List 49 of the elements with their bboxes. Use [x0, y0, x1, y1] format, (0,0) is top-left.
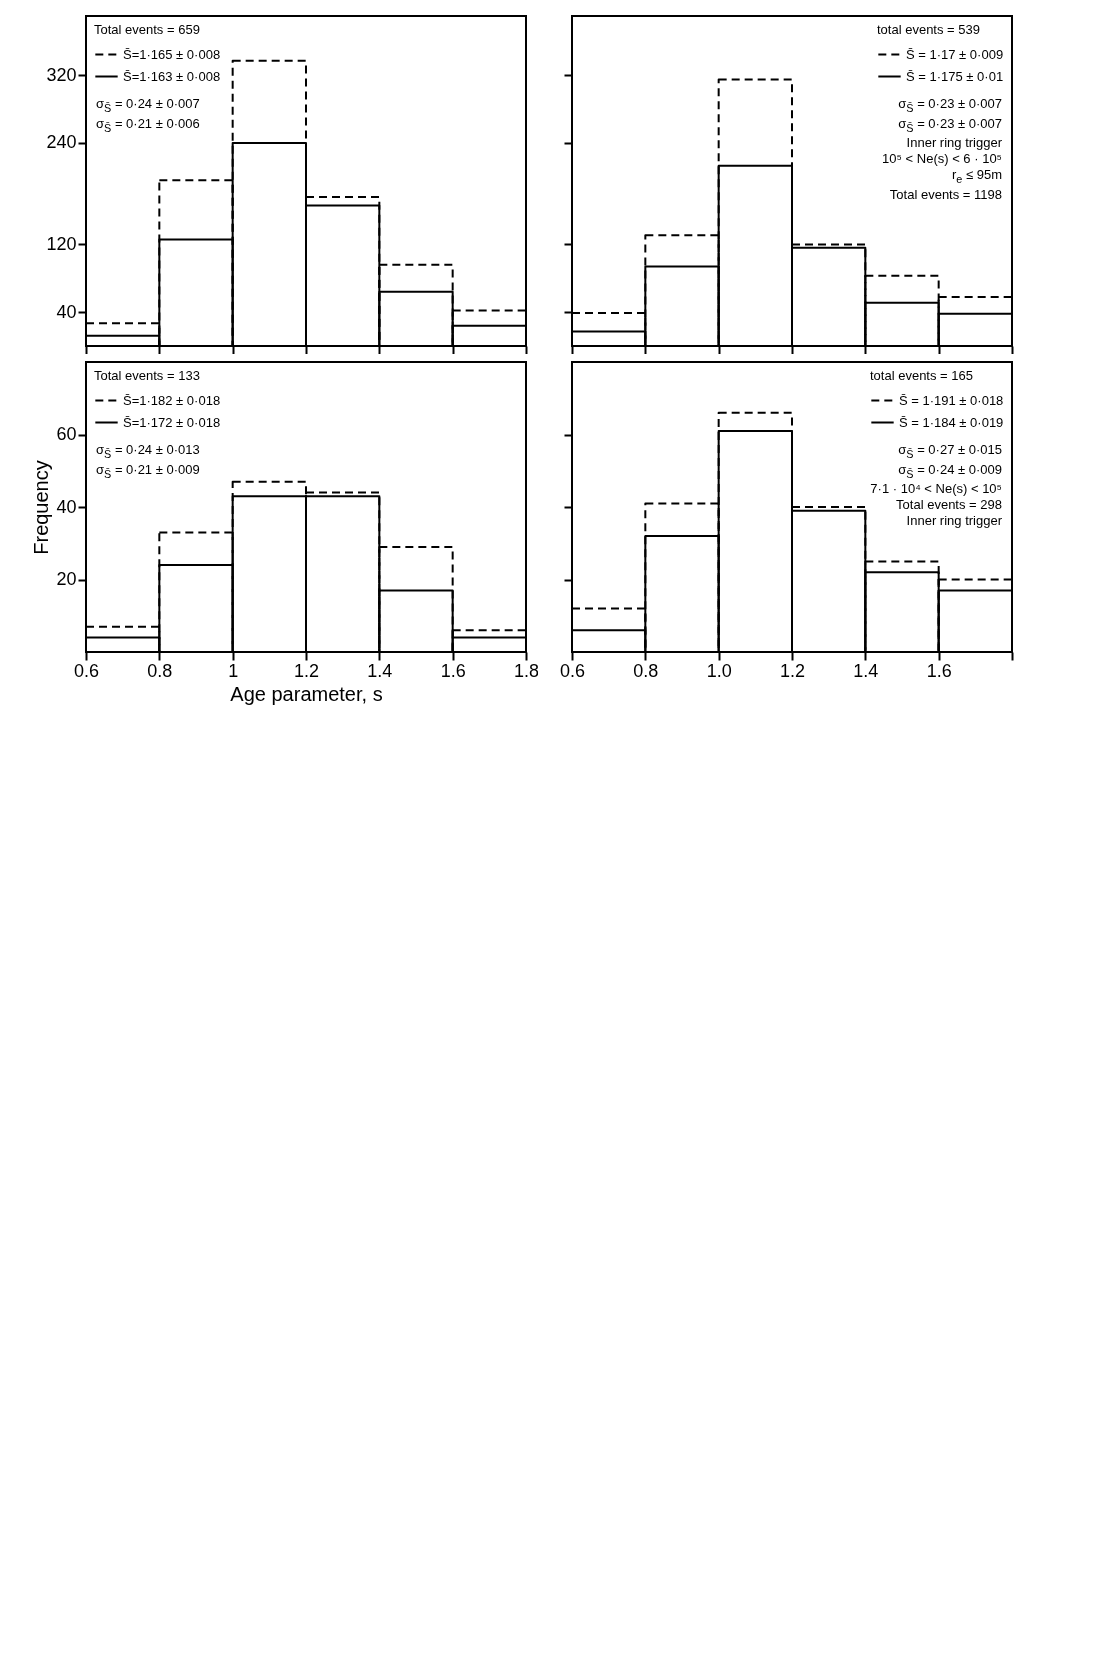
annotation: σ$_{S̄}$ = 0·21 ± 0·006: [96, 115, 200, 136]
annotation: σ$_{S̄}$ = 0·23 ± 0·007: [897, 96, 1002, 116]
legend-title: total events = 539: [877, 22, 980, 37]
legend-label: S̄ = 1·17 ± 0·009: [906, 46, 1004, 62]
x-tick-label: 1.2: [779, 660, 806, 681]
legend-label: S̄ = 1·184 ± 0·019: [899, 414, 1004, 430]
legend-title: total events = 165: [870, 368, 973, 383]
legend-label: S̄ = 1·191 ± 0·018: [899, 392, 1004, 408]
y-tick-label: 40: [56, 496, 77, 517]
x-tick-label: 1: [228, 660, 239, 681]
x-tick-label: 1.0: [706, 660, 732, 681]
y-tick-label: 320: [46, 64, 77, 85]
legend-label: S̄ = 1·175 ± 0·01: [906, 68, 1004, 84]
legend-label: S̄=1·172 ± 0·018: [123, 414, 221, 430]
y-tick-label: 120: [46, 233, 77, 254]
annotation: Total events = 1198: [888, 186, 1002, 203]
legend-label: S̄=1·165 ± 0·008: [123, 46, 221, 62]
x-tick-label: 1.6: [440, 660, 466, 681]
annotation: 7·1 · 10⁴ < Ne(s) < 10⁵: [870, 481, 1002, 498]
x-tick-label: 1.4: [367, 660, 393, 681]
annotation: r$_{e}$ ≤ 95m: [950, 167, 1002, 187]
x-tick-label: 1.8: [513, 660, 540, 681]
x-tick-label: 1.6: [926, 660, 952, 681]
annotation: σ$_{S̄}$ = 0·21 ± 0·009: [96, 461, 200, 482]
x-tick-label: 1.4: [853, 660, 879, 681]
x-tick-label: 0.8: [633, 660, 659, 681]
y-tick-label: 240: [46, 132, 77, 153]
annotation: σ$_{S̄}$ = 0·24 ± 0·013: [96, 442, 200, 462]
annotation: Inner ring trigger: [905, 135, 1002, 152]
y-tick-label: 60: [56, 424, 77, 444]
x-tick-label: 0.6: [559, 660, 586, 681]
legend-title: Total events = 659: [94, 22, 200, 37]
legend-label: S̄=1·182 ± 0·018: [123, 392, 221, 408]
x-tick-label: 1.2: [293, 660, 320, 681]
x-tick-label: 0.8: [147, 660, 173, 681]
x-axis-title: Age parameter, s: [230, 682, 383, 705]
annotation: σ$_{S̄}$ = 0·27 ± 0·015: [897, 442, 1002, 462]
y-tick-label: 40: [56, 301, 77, 322]
annotation: 10⁵ < Ne(s) < 6 · 10⁵: [882, 151, 1002, 168]
y-axis-title: Frequency: [30, 460, 53, 555]
legend-label: S̄=1·163 ± 0·008: [123, 68, 221, 84]
annotation: σ$_{S̄}$ = 0·23 ± 0·007: [897, 115, 1002, 136]
annotation: Inner ring trigger: [905, 513, 1002, 530]
x-tick-label: 0.6: [73, 660, 100, 681]
annotation: σ$_{S̄}$ = 0·24 ± 0·007: [96, 96, 200, 116]
y-tick-label: 20: [56, 569, 77, 589]
annotation: σ$_{S̄}$ = 0·24 ± 0·009: [897, 461, 1002, 482]
annotation: Total events = 298: [895, 497, 1002, 514]
legend-title: Total events = 133: [94, 368, 200, 383]
